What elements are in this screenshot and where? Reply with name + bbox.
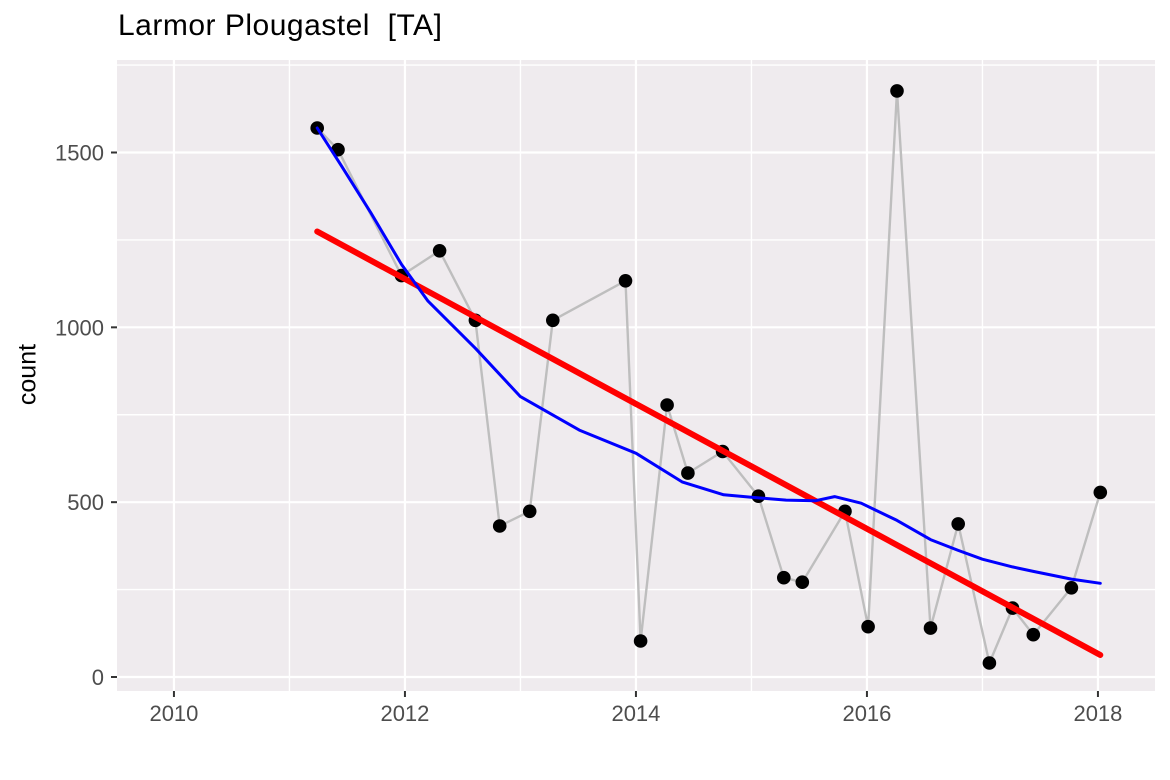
x-tick-label: 2016 — [842, 701, 891, 726]
data-point — [777, 570, 791, 585]
data-point — [681, 466, 695, 480]
chart-title: Larmor Plougastel [TA] — [118, 9, 443, 42]
data-point — [923, 621, 938, 635]
y-tick-label: 1000 — [55, 315, 104, 340]
data-point — [660, 398, 674, 412]
linear-trend-line — [314, 228, 1104, 658]
data-point — [1026, 627, 1041, 642]
data-point — [951, 517, 965, 531]
data-point — [492, 519, 507, 533]
x-tick-label: 2014 — [611, 701, 660, 726]
x-tick-label: 2018 — [1073, 701, 1122, 726]
x-axis-tick-labels: 2010 2012 2014 2016 2018 — [149, 701, 1122, 726]
y-tick-label: 1500 — [55, 140, 104, 165]
x-tick-label: 2010 — [149, 701, 198, 726]
data-point — [633, 634, 648, 648]
y-tick-label: 0 — [92, 665, 104, 690]
data-point — [1064, 581, 1079, 595]
y-axis-tick-labels: 0 500 1000 1500 — [55, 140, 104, 690]
x-tick-label: 2012 — [380, 701, 429, 726]
data-point — [1093, 485, 1108, 500]
data-point — [795, 575, 810, 589]
loess-smooth-line — [315, 126, 1102, 585]
data-point — [618, 274, 633, 288]
data-point — [861, 619, 875, 634]
major-gridlines — [117, 60, 1155, 691]
data-point — [432, 244, 447, 258]
data-point — [522, 504, 537, 519]
data-point — [982, 656, 997, 670]
axis-tick-marks — [111, 151, 1099, 697]
y-tick-label: 500 — [67, 490, 104, 515]
data-point — [546, 313, 560, 328]
data-point — [890, 84, 904, 98]
